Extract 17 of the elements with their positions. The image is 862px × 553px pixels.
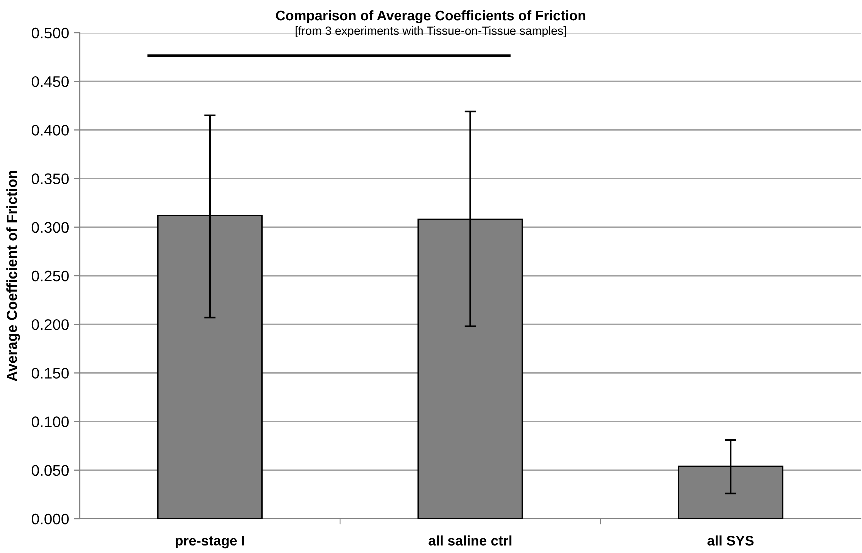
x-tick-label: all saline ctrl [428,536,512,546]
x-tick-label: pre-stage I [176,536,244,549]
chart-title: Comparison of Average Coefficients of Friction [276,10,586,24]
y-tick-label: 0.450 [32,76,69,88]
y-tick-label: 0.300 [32,222,69,234]
y-tick-label: 0.000 [32,514,69,525]
y-tick-label: 0.350 [32,174,69,184]
y-tick-label: 0.500 [32,28,69,39]
y-tick-label: 0.250 [32,270,69,282]
y-tick-label: 0.050 [32,465,69,476]
y-tick-label: 0.150 [32,368,69,379]
y-tick-label: 0.200 [32,319,69,330]
y-axis-title: Average Coefficient of Friction [6,171,20,382]
y-tick-label: 0.400 [32,125,69,136]
x-tick-label: all SYS [708,536,754,546]
chart-subtitle: [from 3 experiments with Tissue-on-Tissue samples] [296,26,566,38]
y-tick-label: 0.100 [32,416,69,428]
